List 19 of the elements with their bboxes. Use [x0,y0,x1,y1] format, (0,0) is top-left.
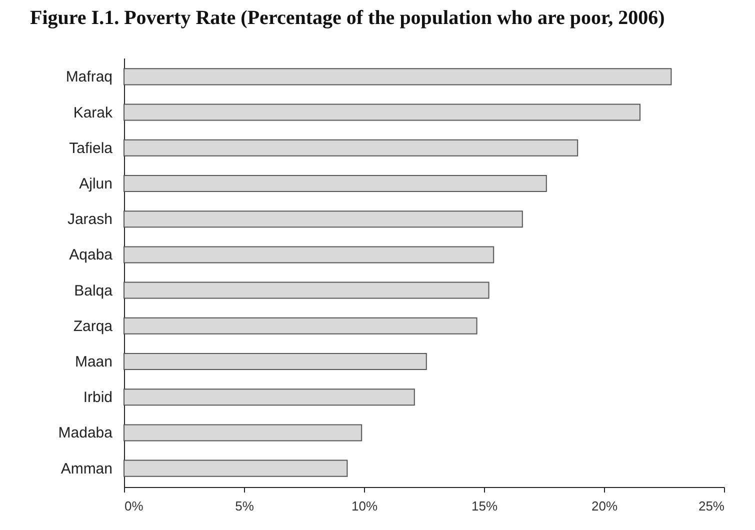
y-tick-label: Zarqa [73,318,114,335]
y-tick-label: Madaba [58,424,114,442]
y-tick-label: Amman [60,460,112,478]
y-tick-label: Balqa [74,282,114,300]
y-tick-label: Mafraq [66,68,112,86]
y-tick-label: Aqaba [69,246,114,264]
x-tick-label: 25% [698,498,725,514]
x-tick-label: 0% [124,498,144,514]
x-tick-label: 5% [235,498,254,514]
y-tick-label: Maan [74,354,112,371]
y-tick-label: Karak [73,104,113,122]
y-tick-label: Ajlun [79,175,112,192]
chart-title: Figure I.1. Poverty Rate (Percentage of the population who are poor, 2006) [30,7,665,29]
y-tick-label: Irbid [83,389,112,406]
y-tick-label: Tafiela [69,140,114,157]
x-tick-label: 10% [351,498,378,514]
x-tick-label: 20% [591,498,618,514]
y-tick-label: Jarash [67,211,112,228]
x-tick-label: 15% [471,498,498,514]
